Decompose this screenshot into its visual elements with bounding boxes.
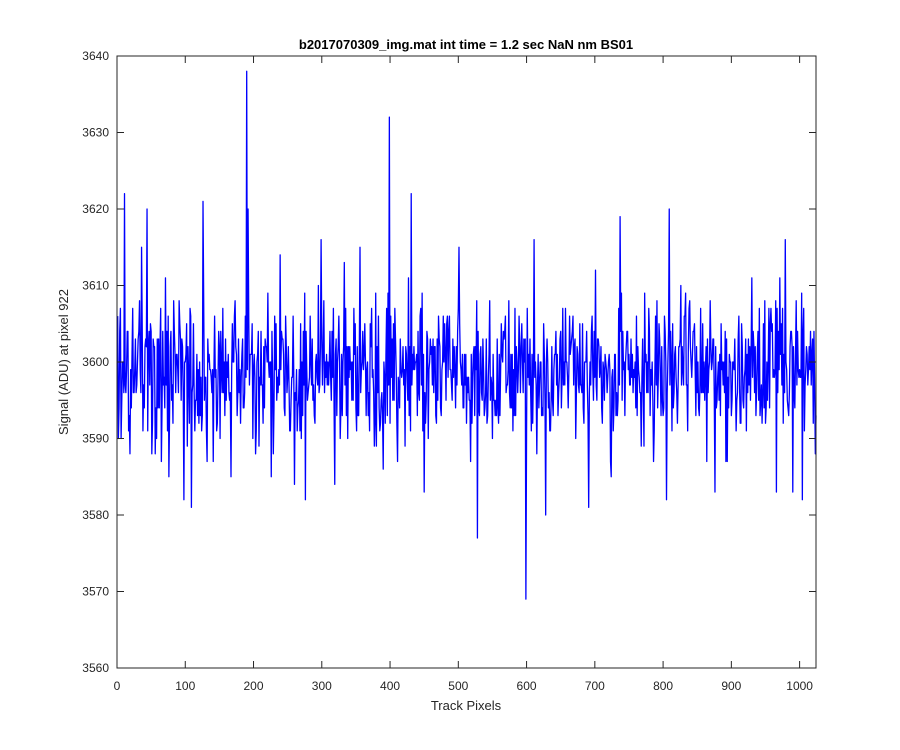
- x-tick-label: 700: [585, 679, 605, 693]
- x-tick-label: 100: [175, 679, 195, 693]
- y-tick-label: 3570: [82, 585, 109, 599]
- series-line: [117, 70, 817, 600]
- y-tick-label: 3630: [82, 126, 109, 140]
- x-tick-label: 800: [653, 679, 673, 693]
- x-axis-label: Track Pixels: [431, 698, 502, 713]
- y-tick-label: 3590: [82, 432, 109, 446]
- x-tick-label: 400: [380, 679, 400, 693]
- y-tick-label: 3640: [82, 49, 109, 63]
- y-tick-label: 3620: [82, 202, 109, 216]
- x-tick-label: 0: [114, 679, 121, 693]
- x-tick-label: 200: [244, 679, 264, 693]
- chart-title: b2017070309_img.mat int time = 1.2 sec N…: [299, 37, 633, 52]
- y-axis-label: Signal (ADU) at pixel 922: [56, 289, 71, 435]
- y-tick-label: 3610: [82, 279, 109, 293]
- x-tick-label: 1000: [786, 679, 813, 693]
- y-tick-label: 3580: [82, 508, 109, 522]
- y-tick-label: 3560: [82, 661, 109, 675]
- axes-box: [116, 55, 817, 669]
- x-tick-label: 600: [517, 679, 537, 693]
- x-tick-label: 300: [312, 679, 332, 693]
- x-tick-label: 500: [448, 679, 468, 693]
- y-tick-label: 3600: [82, 355, 109, 369]
- x-tick-label: 900: [721, 679, 741, 693]
